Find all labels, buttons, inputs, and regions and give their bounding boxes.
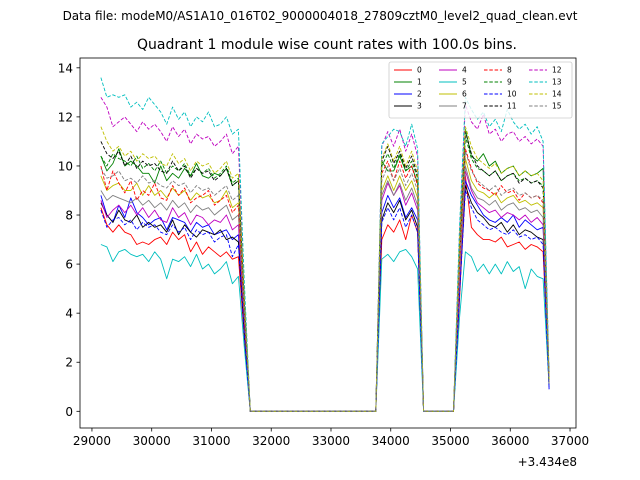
- plot-lines: [100, 77, 550, 412]
- y-tick-label: 0: [65, 405, 73, 419]
- x-tick-label: 33000: [312, 434, 350, 448]
- x-tick-label: 36000: [491, 434, 529, 448]
- legend-label-2: 2: [417, 90, 422, 99]
- legend-label-4: 4: [462, 66, 467, 75]
- x-offset-text: +3.434e8: [518, 455, 577, 469]
- legend-label-11: 11: [507, 102, 517, 111]
- legend-label-13: 13: [552, 78, 562, 87]
- legend-label-14: 14: [552, 90, 562, 99]
- y-tick-label: 4: [65, 307, 73, 321]
- x-tick-label: 37000: [551, 434, 589, 448]
- legend-label-15: 15: [552, 102, 562, 111]
- legend-label-8: 8: [507, 66, 512, 75]
- series-line-9: [100, 136, 550, 412]
- y-tick-label: 2: [65, 356, 73, 370]
- legend-label-10: 10: [507, 90, 517, 99]
- legend-label-5: 5: [462, 78, 467, 87]
- legend-label-6: 6: [462, 90, 467, 99]
- legend-label-9: 9: [507, 78, 512, 87]
- y-tick-label: 12: [58, 110, 73, 124]
- x-tick-label: 29000: [73, 434, 111, 448]
- x-tick-label: 34000: [372, 434, 410, 448]
- x-tick-label: 30000: [133, 434, 171, 448]
- figure-suptitle: Data file: modeM0/AS1A10_016T02_90000040…: [63, 9, 578, 23]
- x-tick-label: 32000: [252, 434, 290, 448]
- y-tick-label: 10: [58, 159, 73, 173]
- legend-label-7: 7: [462, 102, 467, 111]
- chart-title: Quadrant 1 module wise count rates with …: [137, 37, 517, 53]
- plot-frame: [79, 57, 577, 429]
- legend-box: [388, 61, 573, 119]
- y-tick-label: 8: [65, 209, 73, 223]
- legend-label-3: 3: [417, 102, 422, 111]
- legend-label-1: 1: [417, 78, 422, 87]
- y-tick-label: 6: [65, 258, 73, 272]
- series-line-10: [100, 190, 550, 412]
- series-line-8: [100, 148, 550, 412]
- series-line-15: [100, 150, 550, 412]
- x-tick-label: 31000: [192, 434, 230, 448]
- y-tick-label: 14: [58, 61, 73, 75]
- x-tick-label: 35000: [431, 434, 469, 448]
- legend-label-12: 12: [552, 66, 562, 75]
- axes: 29000 30000 31000 32000 33000 34000 35000 36000…: [58, 57, 589, 448]
- legend-label-0: 0: [417, 66, 422, 75]
